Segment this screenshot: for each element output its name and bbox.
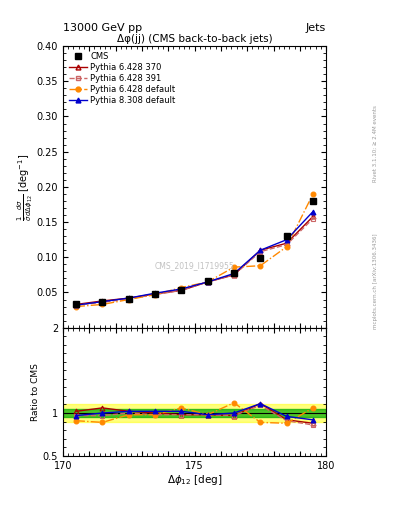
- Bar: [63, 404, 326, 421]
- X-axis label: $\Delta\phi_{12}$ [deg]: $\Delta\phi_{12}$ [deg]: [167, 473, 222, 487]
- Text: CMS_2019_I1719955: CMS_2019_I1719955: [155, 261, 234, 270]
- Y-axis label: $\frac{1}{\bar{\sigma}}\frac{d\sigma}{d\Delta\phi_{12}}$ [deg$^{-1}$]: $\frac{1}{\bar{\sigma}}\frac{d\sigma}{d\…: [16, 153, 35, 221]
- Text: Rivet 3.1.10; ≥ 2.4M events: Rivet 3.1.10; ≥ 2.4M events: [373, 105, 378, 182]
- Text: 13000 GeV pp: 13000 GeV pp: [63, 23, 142, 33]
- Bar: [63, 409, 326, 417]
- Title: Δφ(jj) (CMS back-to-back jets): Δφ(jj) (CMS back-to-back jets): [117, 34, 272, 44]
- Y-axis label: Ratio to CMS: Ratio to CMS: [31, 362, 40, 421]
- Legend: CMS, Pythia 6.428 370, Pythia 6.428 391, Pythia 6.428 default, Pythia 8.308 defa: CMS, Pythia 6.428 370, Pythia 6.428 391,…: [67, 50, 177, 107]
- Text: mcplots.cern.ch [arXiv:1306.3436]: mcplots.cern.ch [arXiv:1306.3436]: [373, 234, 378, 329]
- Text: Jets: Jets: [306, 23, 326, 33]
